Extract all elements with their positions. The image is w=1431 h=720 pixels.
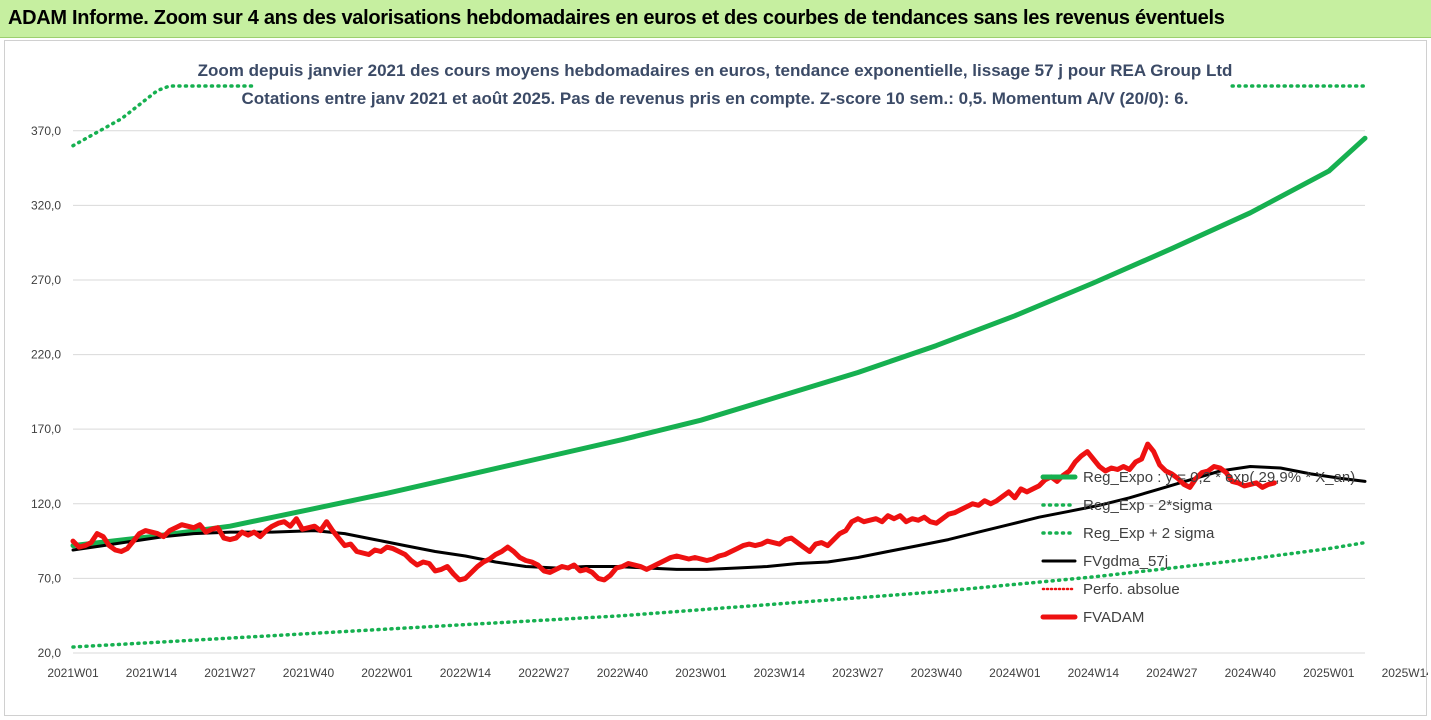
x-tick-label: 2023W40 [911,666,963,680]
x-axis: 2021W01 2021W14 2021W27 2021W40 2022W01 2022W… [47,666,1428,680]
series-line-1 [71,540,1367,649]
legend-label: Reg_Exp - 2*sigma [1083,497,1213,514]
x-tick-label: 2021W01 [47,666,99,680]
y-axis: 20,0 70,0 120,0 170,0 220,0 270,0 320,0 370,0 [31,124,61,660]
legend-label: FVgdma_57j [1083,553,1168,570]
x-tick-label: 2025W01 [1303,666,1355,680]
x-tick-label: 2024W14 [1068,666,1120,680]
x-tick-label: 2022W40 [597,666,649,680]
x-tick-label: 2021W27 [204,666,256,680]
series-layer [70,84,1368,649]
x-tick-label: 2025W14 [1382,666,1428,680]
x-tick-label: 2024W40 [1225,666,1277,680]
x-tick-label: 2023W14 [754,666,806,680]
series-line-3 [71,465,1367,571]
y-tick-label: 320,0 [31,198,61,212]
legend: Reg_Expo : y = 0,2 * exp( 29,9% * X_an) R… [1040,469,1355,626]
grid-layer [73,130,1365,654]
chart-title-line-2: Cotations entre janv 2021 et août 2025. … [242,89,1189,108]
y-tick-label: 20,0 [38,646,62,660]
x-tick-label: 2024W27 [1146,666,1198,680]
x-tick-label: 2023W27 [832,666,884,680]
x-tick-label: 2022W14 [440,666,492,680]
chart-title-line-1: Zoom depuis janvier 2021 des cours moyen… [198,61,1233,80]
y-tick-label: 270,0 [31,273,61,287]
title-bar: ADAM Informe. Zoom sur 4 ans des valoris… [0,0,1431,38]
legend-label: Reg_Expo : y = 0,2 * exp( 29,9% * X_an) [1083,469,1355,486]
series-line-0 [70,135,1368,549]
x-tick-label: 2021W14 [126,666,178,680]
y-tick-label: 70,0 [38,571,62,585]
y-tick-label: 370,0 [31,124,61,138]
y-tick-label: 120,0 [31,497,61,511]
x-tick-label: 2022W01 [361,666,413,680]
chart-frame: Zoom depuis janvier 2021 des cours moyen… [4,40,1428,716]
legend-label: FVADAM [1083,609,1144,626]
series-line-2 [71,84,1367,148]
x-tick-label: 2023W01 [675,666,727,680]
x-tick-label: 2021W40 [283,666,335,680]
legend-label: Reg_Exp + 2 sigma [1083,525,1215,542]
x-tick-label: 2024W01 [989,666,1041,680]
y-tick-label: 170,0 [31,422,61,436]
series-line-5 [70,441,1277,583]
page-title: ADAM Informe. Zoom sur 4 ans des valoris… [8,7,1225,29]
y-tick-label: 220,0 [31,348,61,362]
chart-svg: Zoom depuis janvier 2021 des cours moyen… [31,61,1428,680]
legend-label: Perfo. absolue [1083,581,1180,598]
x-tick-label: 2022W27 [518,666,570,680]
